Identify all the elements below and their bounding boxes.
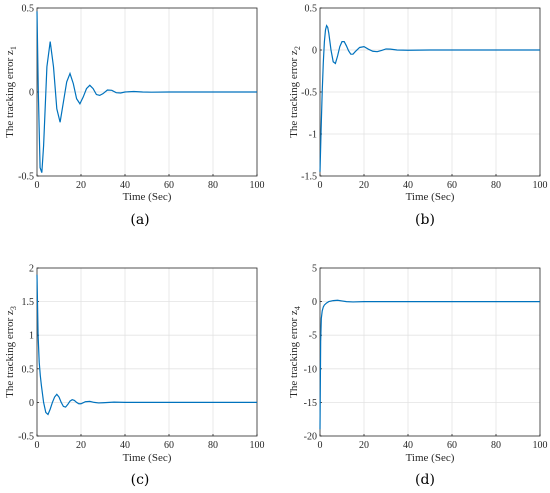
y-axis-label-text-a: The tracking error z: [4, 50, 16, 138]
y-axis-label-subscript-c: 3: [9, 306, 18, 310]
y-axis-label-subscript-b: 2: [293, 46, 302, 50]
y-tick-label-b-2: -0.5: [301, 88, 317, 99]
x-tick-label-a-60: 60: [164, 180, 174, 191]
y-tick-label-a-2: 0.5: [22, 4, 35, 15]
y-tick-label-d-1: -15: [304, 398, 317, 409]
x-tick-label-d-40: 40: [403, 440, 413, 451]
x-tick-label-c-20: 20: [76, 440, 86, 451]
x-axis-label-d: Time (Sec): [406, 452, 455, 464]
caption-b: (b): [415, 212, 435, 228]
panel-b: 0 20 40 60 80 100 -1.5 -1 -0.5 0 0.5 Time (Sec) Th…: [288, 4, 548, 229]
x-tick-label-b-60: 60: [447, 180, 457, 191]
y-axis-label-text-b: The tracking error z: [288, 50, 300, 138]
caption-d: (d): [415, 472, 435, 488]
x-tick-label-c-0: 0: [35, 440, 40, 451]
x-tick-label-d-20: 20: [359, 440, 369, 451]
x-tick-label-c-60: 60: [164, 440, 174, 451]
x-tick-label-a-40: 40: [120, 180, 130, 191]
y-tick-label-b-4: 0.5: [305, 4, 318, 15]
x-axis-label-b: Time (Sec): [406, 191, 455, 203]
x-axis-label-c: Time (Sec): [123, 452, 172, 464]
x-tick-label-b-80: 80: [491, 180, 501, 191]
y-tick-label-c-1: 0: [29, 398, 34, 409]
y-axis-label-text-c: The tracking error z: [4, 310, 16, 398]
x-tick-label-a-0: 0: [35, 180, 40, 191]
line-series-c: [36, 274, 257, 416]
y-tick-label-d-5: 5: [312, 264, 317, 275]
x-tick-label-b-20: 20: [359, 180, 369, 191]
y-tick-label-c-4: 1.5: [22, 297, 35, 308]
x-tick-label-d-60: 60: [447, 440, 457, 451]
caption-a: (a): [130, 212, 149, 228]
y-tick-label-b-0: -1.5: [301, 172, 317, 183]
grid-c: [37, 268, 257, 436]
plot-frame-d: [319, 267, 541, 437]
plot-frame-c: [36, 267, 258, 437]
grid-b: [320, 8, 540, 176]
y-axis-label-text-d: The tracking error z: [288, 310, 300, 398]
ticks-d: 0 20 40 60 80 100 -20 -15 -10 -5 0 5: [304, 264, 548, 452]
ticks-c: 0 20 40 60 80 100-0.500.511.52: [18, 264, 264, 452]
y-tick-label-b-3: 0: [312, 46, 317, 57]
panel-d: 0 20 40 60 80 100 -20 -15 -10 -5 0 5 Time (Sec) The…: [288, 264, 548, 489]
y-axis-label-b: The tracking error z2: [288, 46, 302, 138]
line-series-d: [319, 299, 540, 430]
x-tick-label-a-100: 100: [250, 180, 265, 191]
x-tick-label-b-0: 0: [318, 180, 323, 191]
y-axis-label-a: The tracking error z1: [4, 46, 18, 138]
x-tick-label-d-100: 100: [533, 440, 548, 451]
y-tick-label-d-0: -20: [304, 432, 317, 443]
panel-c: 0 20 40 60 80 100-0.500.511.52 Time (Sec) The…: [4, 264, 265, 489]
x-tick-label-c-40: 40: [120, 440, 130, 451]
x-tick-label-b-100: 100: [533, 180, 548, 191]
caption-c: (c): [131, 472, 150, 488]
ticks-b: 0 20 40 60 80 100 -1.5 -1 -0.5 0 0.5: [301, 4, 547, 192]
grid-d: [320, 268, 540, 436]
y-tick-label-b-1: -1: [309, 130, 317, 141]
y-axis-label-subscript-d: 4: [293, 306, 302, 310]
x-tick-label-a-20: 20: [76, 180, 86, 191]
y-tick-label-d-2: -10: [304, 364, 317, 375]
y-tick-label-c-2: 0.5: [22, 364, 35, 375]
y-tick-label-c-5: 2: [29, 264, 34, 275]
y-tick-label-a-0: -0.5: [18, 172, 34, 183]
ticks-a: 0 20 40 60 80 100-0.500.5: [18, 4, 264, 192]
x-axis-label-a: Time (Sec): [123, 191, 172, 203]
y-tick-label-d-4: 0: [312, 297, 317, 308]
x-tick-label-c-100: 100: [250, 440, 265, 451]
x-tick-label-b-40: 40: [403, 180, 413, 191]
x-tick-label-d-0: 0: [318, 440, 323, 451]
line-series-b: [319, 24, 540, 172]
y-tick-label-a-1: 0: [29, 88, 34, 99]
y-tick-label-d-3: -5: [309, 331, 317, 342]
x-tick-label-d-80: 80: [491, 440, 501, 451]
x-tick-label-c-80: 80: [208, 440, 218, 451]
y-axis-label-d: The tracking error z4: [288, 306, 302, 398]
line-series-a: [36, 11, 257, 173]
y-axis-label-subscript-a: 1: [9, 46, 18, 50]
x-tick-label-a-80: 80: [208, 180, 218, 191]
panel-a: 0 20 40 60 80 100-0.500.5 Time (Sec) The trac…: [4, 4, 265, 229]
y-tick-label-c-0: -0.5: [18, 432, 34, 443]
y-tick-label-c-3: 1: [29, 331, 34, 342]
y-axis-label-c: The tracking error z3: [4, 306, 18, 398]
